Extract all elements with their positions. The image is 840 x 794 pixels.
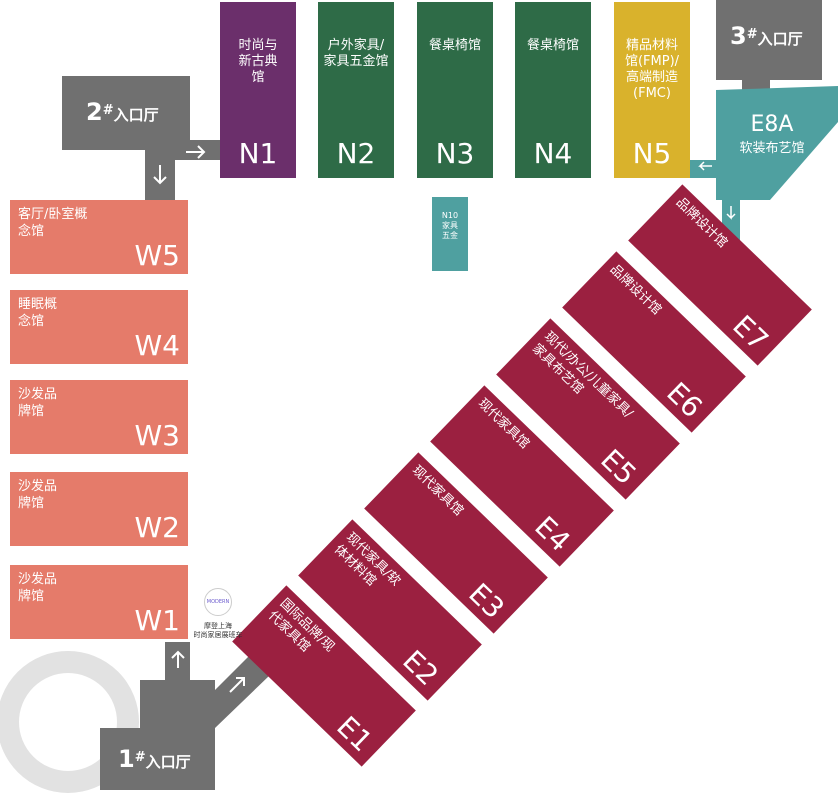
hall-n5[interactable]: 精品材料馆(FMP)/高端制造(FMC) N5: [614, 2, 690, 178]
entrance-1-shape: [100, 642, 270, 790]
arrow-down-icon: [153, 165, 167, 185]
arrow-down-icon: [726, 206, 736, 220]
hall-n10[interactable]: N10 家具五金: [432, 197, 468, 271]
entrance-1: 1#入口厅: [118, 745, 191, 773]
hall-w1[interactable]: 沙发品牌馆 W1: [10, 565, 188, 639]
arrow-right-icon: [186, 145, 206, 159]
shuttle-line2: 时尚家居展班车: [193, 631, 243, 639]
e8a-shape: [690, 86, 838, 240]
entrance-3: 3#入口厅: [730, 22, 803, 50]
shuttle-line1: 摩登上海: [204, 622, 232, 630]
ring-structure: [0, 651, 139, 793]
hall-w3[interactable]: 沙发品牌馆 W3: [10, 380, 188, 454]
arrow-up-icon: [171, 650, 185, 668]
hall-w2[interactable]: 沙发品牌馆 W2: [10, 472, 188, 546]
entrance-2-shape: [62, 76, 220, 200]
shuttle-bus-info[interactable]: MODERN 摩登上海 时尚家居展班车: [188, 588, 248, 640]
hall-n3[interactable]: 餐桌椅馆 N3: [417, 2, 493, 178]
entrance-2: 2#入口厅: [86, 98, 159, 126]
hall-n2[interactable]: 户外家具/家具五金馆 N2: [318, 2, 394, 178]
arrow-diagonal-icon: [229, 677, 245, 693]
hall-n4[interactable]: 餐桌椅馆 N4: [515, 2, 591, 178]
hall-n1[interactable]: 时尚与新古典馆 N1: [220, 2, 296, 178]
hall-w4[interactable]: 睡眠概念馆 W4: [10, 290, 188, 364]
entrance-3-shape: [716, 0, 822, 92]
hall-w5[interactable]: 客厅/卧室概念馆 W5: [10, 200, 188, 274]
hall-e8a[interactable]: E8A 软装布艺馆: [739, 112, 805, 156]
arrow-left-icon: [698, 161, 712, 171]
shuttle-logo: MODERN: [204, 588, 232, 616]
